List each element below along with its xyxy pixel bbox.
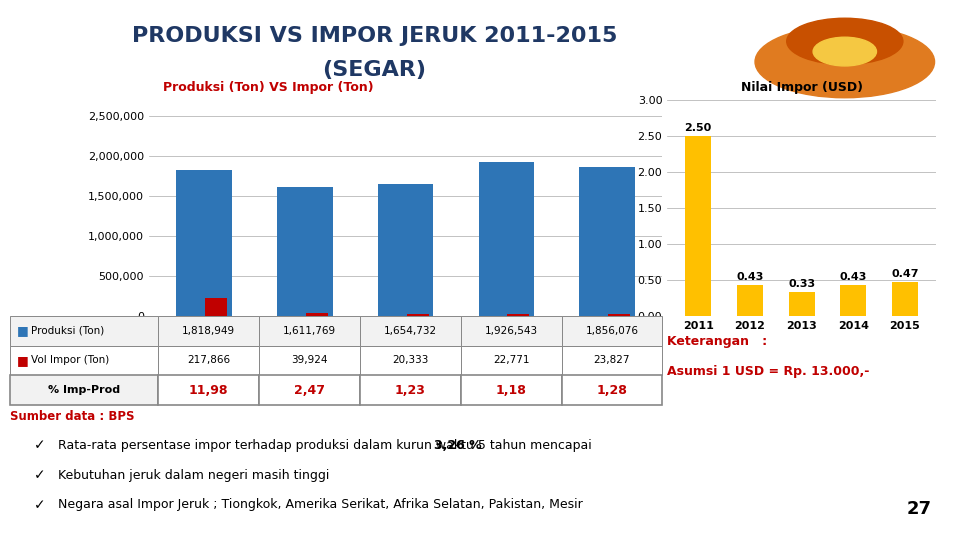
Text: 20,333: 20,333 [393, 355, 428, 366]
Text: 1,23: 1,23 [395, 383, 426, 397]
Text: 1,818,949: 1,818,949 [182, 326, 235, 336]
Bar [479, 162, 534, 316]
Bar [685, 136, 711, 316]
Text: 1,926,543: 1,926,543 [485, 326, 538, 336]
Text: 23,827: 23,827 [593, 355, 631, 366]
Text: ✓: ✓ [34, 438, 45, 453]
Text: ✓: ✓ [34, 498, 45, 512]
Text: ✓: ✓ [34, 468, 45, 482]
Text: Vol Impor (Ton): Vol Impor (Ton) [31, 355, 109, 366]
Text: % Imp-Prod: % Imp-Prod [48, 385, 120, 395]
Bar [789, 292, 814, 316]
Ellipse shape [755, 26, 934, 98]
Bar [306, 313, 328, 316]
Bar [378, 184, 433, 316]
Text: 27: 27 [906, 500, 932, 518]
Text: 1,654,732: 1,654,732 [384, 326, 437, 336]
Text: Sumber data : BPS: Sumber data : BPS [10, 410, 134, 423]
Text: PRODUKSI VS IMPOR JERUK 2011-2015: PRODUKSI VS IMPOR JERUK 2011-2015 [132, 25, 617, 46]
Text: 0.47: 0.47 [891, 269, 919, 279]
Text: 1,611,769: 1,611,769 [283, 326, 336, 336]
Text: ■: ■ [17, 354, 29, 367]
Text: 11,98: 11,98 [189, 383, 228, 397]
Text: Negara asal Impor Jeruk ; Tiongkok, Amerika Serikat, Afrika Selatan, Pakistan, M: Negara asal Impor Jeruk ; Tiongkok, Amer… [58, 498, 583, 511]
Bar [407, 314, 429, 316]
Text: 217,866: 217,866 [187, 355, 230, 366]
Text: Rata-rata persentase impor terhadap produksi dalam kurun waktu 5 tahun mencapai: Rata-rata persentase impor terhadap prod… [58, 439, 595, 452]
Text: (SEGAR): (SEGAR) [323, 60, 426, 80]
Text: 0.43: 0.43 [840, 272, 867, 282]
Text: 1,18: 1,18 [495, 383, 527, 397]
Text: Keterangan   :: Keterangan : [667, 335, 767, 348]
Text: 1,856,076: 1,856,076 [586, 326, 638, 336]
Text: 0.43: 0.43 [736, 272, 763, 282]
Text: 22,771: 22,771 [492, 355, 530, 366]
Text: Produksi (Ton): Produksi (Ton) [31, 326, 104, 336]
Text: 0.33: 0.33 [788, 279, 815, 289]
Bar [840, 285, 866, 316]
Text: 39,924: 39,924 [291, 355, 328, 366]
Text: Produksi (Ton) VS Impor (Ton): Produksi (Ton) VS Impor (Ton) [163, 82, 374, 94]
Bar [205, 299, 228, 316]
Text: 2,47: 2,47 [294, 383, 325, 397]
Text: Kebutuhan jeruk dalam negeri masih tinggi: Kebutuhan jeruk dalam negeri masih tingg… [58, 469, 329, 482]
Text: 2.50: 2.50 [684, 123, 712, 133]
Bar [507, 314, 530, 316]
Bar [892, 282, 918, 316]
Bar [737, 285, 763, 316]
Ellipse shape [787, 18, 902, 64]
Text: Nilai Impor (USD): Nilai Impor (USD) [740, 82, 863, 94]
Bar [608, 314, 630, 316]
Bar [277, 187, 332, 316]
Ellipse shape [813, 37, 876, 66]
Text: 1,28: 1,28 [596, 383, 628, 397]
Text: 3,26 %: 3,26 % [434, 439, 482, 452]
Bar [177, 171, 232, 316]
Text: ■: ■ [17, 324, 29, 338]
Text: Asumsi 1 USD = Rp. 13.000,-: Asumsi 1 USD = Rp. 13.000,- [667, 364, 870, 377]
Bar [579, 167, 635, 316]
